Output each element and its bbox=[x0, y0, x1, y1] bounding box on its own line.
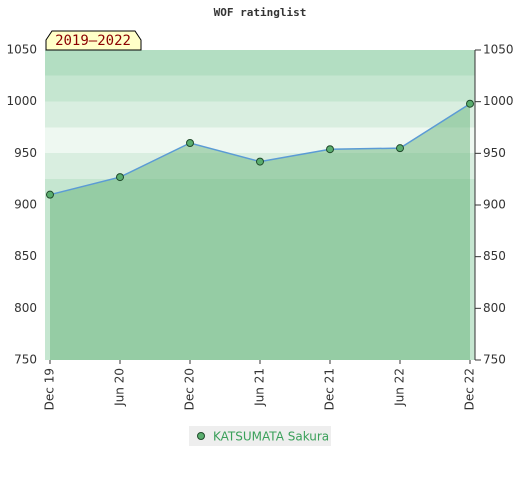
y2-tick-label: 750 bbox=[483, 353, 506, 367]
y2-tick-label: 950 bbox=[483, 146, 506, 160]
area bbox=[50, 103, 470, 360]
point bbox=[186, 139, 194, 147]
point bbox=[256, 157, 264, 166]
x-tick-label: Dec 19 bbox=[43, 368, 57, 410]
x-tick-label: Jun 21 bbox=[253, 368, 267, 407]
y-tick-label: 1050 bbox=[6, 43, 37, 57]
y-tick-label: 900 bbox=[14, 198, 37, 212]
y-tick-label: 800 bbox=[14, 301, 37, 315]
y-tick-label: 750 bbox=[14, 353, 37, 367]
y2-tick-label: 1000 bbox=[483, 94, 514, 108]
point bbox=[46, 190, 54, 199]
point bbox=[116, 173, 124, 182]
legend bbox=[189, 426, 331, 446]
x-tick-label: Dec 20 bbox=[183, 368, 197, 410]
y2-tick-label: 1050 bbox=[483, 43, 514, 57]
y-tick-label: 950 bbox=[14, 146, 37, 160]
y-tick-label: 850 bbox=[14, 249, 37, 263]
x-tick-label: Jun 20 bbox=[113, 368, 127, 407]
period-badge bbox=[45, 30, 142, 51]
legend-marker bbox=[197, 432, 205, 440]
x-tick-label: Dec 21 bbox=[323, 368, 337, 410]
y2-tick-label: 900 bbox=[483, 198, 506, 212]
y2-tick-label: 850 bbox=[483, 249, 506, 263]
point bbox=[466, 99, 474, 108]
plot-background bbox=[45, 50, 475, 360]
x-tick-label: Dec 22 bbox=[463, 368, 477, 410]
point bbox=[396, 144, 404, 153]
point bbox=[326, 145, 334, 154]
chart-title: WOF ratinglist bbox=[214, 6, 307, 19]
y2-tick-label: 800 bbox=[483, 301, 506, 315]
x-tick-label: Jun 22 bbox=[393, 368, 407, 407]
legend-label: KATSUMATA Sakura bbox=[213, 430, 329, 444]
period-label: 2019–2022 bbox=[55, 33, 131, 49]
y-tick-label: 1000 bbox=[6, 94, 37, 108]
